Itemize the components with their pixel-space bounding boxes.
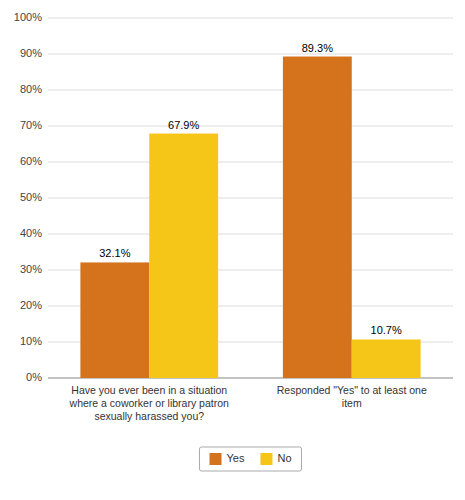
x-axis: Have you ever been in a situationwhere a… [69, 384, 427, 422]
grid-line [48, 54, 453, 55]
chart: 0% 10% 20% 30% 40% 50% 60% 70% 80% 90% 100% 32.1% 89… [0, 0, 465, 500]
x-tick-label-line: item [342, 397, 362, 409]
bar [283, 57, 352, 378]
data-label: 10.7% [371, 324, 402, 336]
grid-line [48, 234, 453, 235]
bar [352, 339, 421, 378]
grid-line [48, 162, 453, 163]
y-tick-label: 0% [26, 371, 42, 383]
bars [80, 57, 420, 378]
y-tick-label: 50% [20, 191, 42, 203]
legend-swatch [209, 453, 221, 465]
data-label: 67.9% [168, 119, 199, 131]
y-tick-label: 30% [20, 263, 42, 275]
legend-frame [199, 447, 301, 471]
grid-line [48, 198, 453, 199]
x-tick-label-line: where a coworker or library patron [69, 397, 229, 409]
legend-swatch [260, 453, 272, 465]
y-tick-label: 100% [14, 11, 42, 23]
grid-line [48, 126, 453, 127]
legend-label: No [277, 452, 291, 464]
y-tick-label: 10% [20, 335, 42, 347]
y-tick-label: 90% [20, 47, 42, 59]
data-labels: 32.1% 89.3% 67.9% 10.7% [99, 42, 402, 337]
x-tick-label: Have you ever been in a situationwhere a… [69, 384, 229, 422]
x-tick-label-line: Have you ever been in a situation [71, 384, 227, 396]
y-tick-label: 20% [20, 299, 42, 311]
y-tick-label: 60% [20, 155, 42, 167]
grid-line [48, 18, 453, 19]
data-label: 89.3% [302, 42, 333, 54]
y-axis: 0% 10% 20% 30% 40% 50% 60% 70% 80% 90% 100% [14, 11, 453, 383]
y-tick-label: 80% [20, 83, 42, 95]
bar [149, 134, 218, 378]
x-tick-label-line: sexually harassed you? [94, 410, 204, 422]
y-tick-label: 70% [20, 119, 42, 131]
legend-label: Yes [226, 452, 244, 464]
y-tick-label: 40% [20, 227, 42, 239]
data-label: 32.1% [99, 247, 130, 259]
x-tick-label: Responded "Yes" to at least oneitem [277, 384, 427, 409]
grid-line [48, 90, 453, 91]
x-tick-label-line: Responded "Yes" to at least one [277, 384, 427, 396]
bar [80, 262, 149, 378]
legend: Yes No [199, 447, 301, 471]
